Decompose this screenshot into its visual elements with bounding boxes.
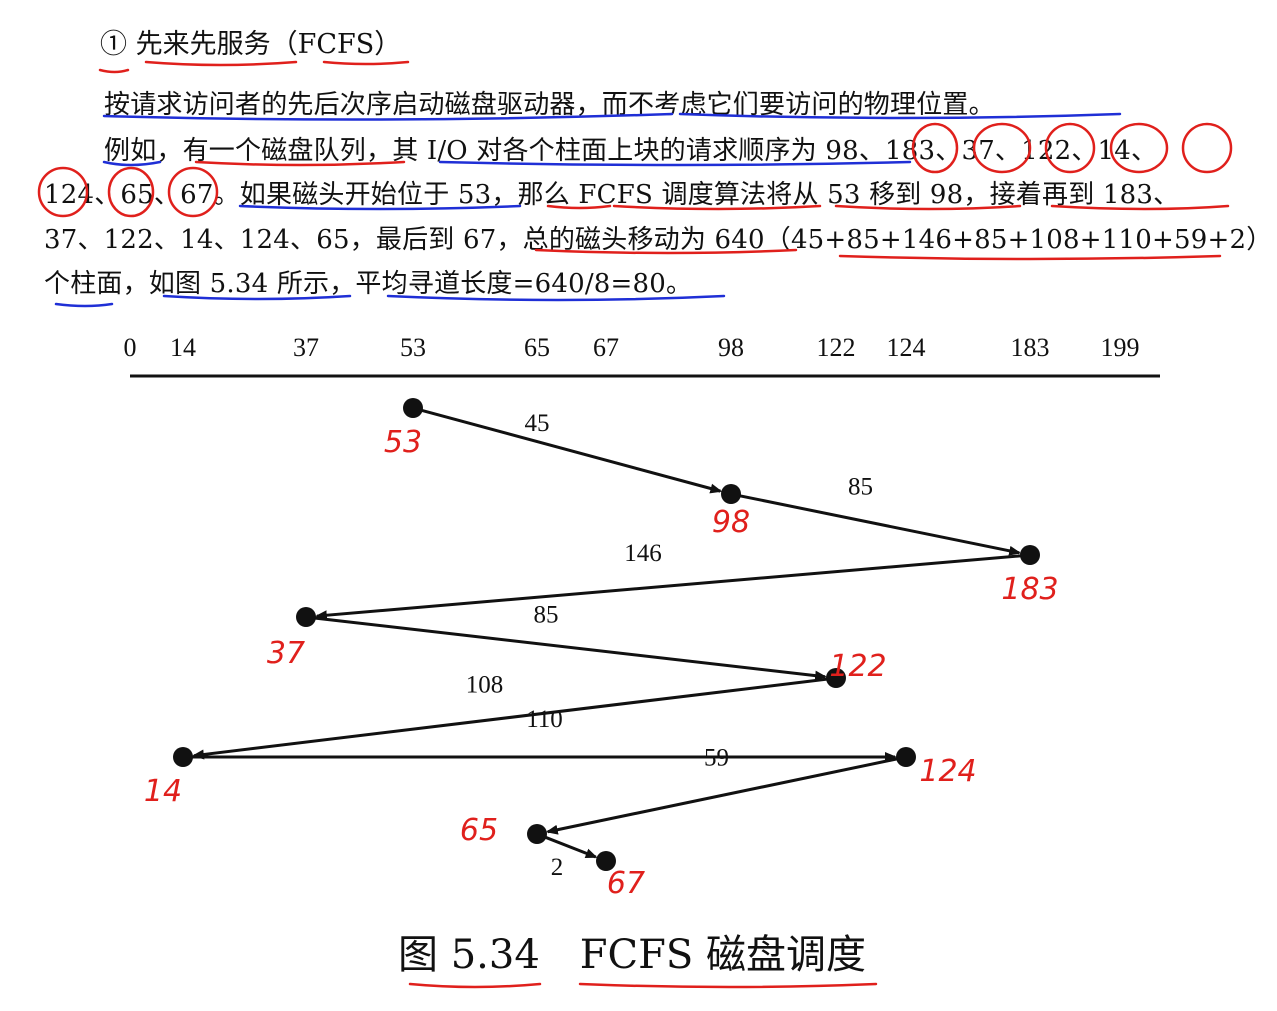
axis-tick-label: 0 [124,333,137,362]
axis-tick-label: 14 [170,333,196,362]
figure-caption: 图 5.34 FCFS 磁盘调度 [398,922,866,980]
paragraph-line-4: 37、122、14、124、65，最后到 67，总的磁头移动为 640（45+8… [44,225,1273,255]
annotation-circles [37,122,1233,218]
handwritten-label: 67 [607,866,645,901]
axis-tick-label: 122 [817,333,856,362]
head-movement-segment [309,615,828,681]
segment-length-label: 146 [624,540,662,567]
handwritten-label: 65 [460,813,498,848]
handwritten-label: 14 [144,774,182,809]
request-point [173,747,193,767]
handwritten-label: 122 [829,649,886,684]
request-point [721,484,741,504]
segment-length-label: 2 [551,854,564,881]
paragraph-line-3: 124、65、67。如果磁头开始位于 53，那么 FCFS 调度算法将从 53 … [44,180,1180,210]
head-movement-segment [314,553,1027,621]
figure-number: 图 5.34 [398,932,540,978]
request-points [173,398,1040,871]
handwritten-label: 53 [384,425,422,460]
head-movement-segment [545,756,903,835]
head-movement-path [187,407,1027,859]
head-movement-segment [734,493,1022,556]
request-point [296,607,316,627]
paragraph-line-5: 个柱面，如图 5.34 所示，平均寻道长度=640/8=80。 [44,269,693,299]
section-heading: ① 先来先服务（FCFS） [100,29,402,60]
segment-length-label: 45 [525,410,550,437]
segment-length-label: 108 [466,672,504,699]
axis-tick-label: 199 [1101,333,1140,362]
request-point [403,398,423,418]
axis-tick-label: 67 [593,333,619,362]
axis-tick-label: 98 [718,333,744,362]
request-point [826,668,846,688]
axis-tick-label: 53 [400,333,426,362]
request-point [596,851,616,871]
axis-tick-label: 183 [1011,333,1050,362]
segment-length-label: 59 [704,745,729,772]
axis-tick-label: 65 [524,333,550,362]
head-movement-segment [540,834,598,859]
head-movement-segment [416,407,723,494]
request-point [1020,545,1040,565]
paragraph-line-1: 按请求访问者的先后次序启动磁盘驱动器，而不考虑它们要访问的物理位置。 [104,90,995,120]
segment-length-label: 85 [534,602,559,629]
head-movement-segment [191,676,833,760]
paragraph-line-2: 例如，有一个磁盘队列，其 I/O 对各个柱面上块的请求顺序为 98、183、37… [104,136,1158,166]
segment-length-label: 110 [526,706,563,733]
annotation-underlines [54,60,1230,989]
handwritten-label: 37 [267,636,305,671]
handwritten-label: 183 [1001,572,1058,607]
axis-tick-labels: 0 14 37 53 65 67 98 122 124 183 199 [124,333,1140,362]
handwritten-label: 124 [919,754,976,789]
figure-title: FCFS 磁盘调度 [579,932,867,978]
handwritten-label: 98 [712,505,750,540]
axis-tick-label: 37 [293,333,319,362]
axis-tick-label: 124 [887,333,926,362]
segment-length-labels: 45 85 146 85 108 110 59 2 [466,410,873,881]
request-point [896,747,916,767]
handwritten-cylinder-labels: 53 98 183 37 122 14 124 65 67 [144,425,1059,901]
segment-length-label: 85 [848,474,873,501]
request-point [527,824,547,844]
